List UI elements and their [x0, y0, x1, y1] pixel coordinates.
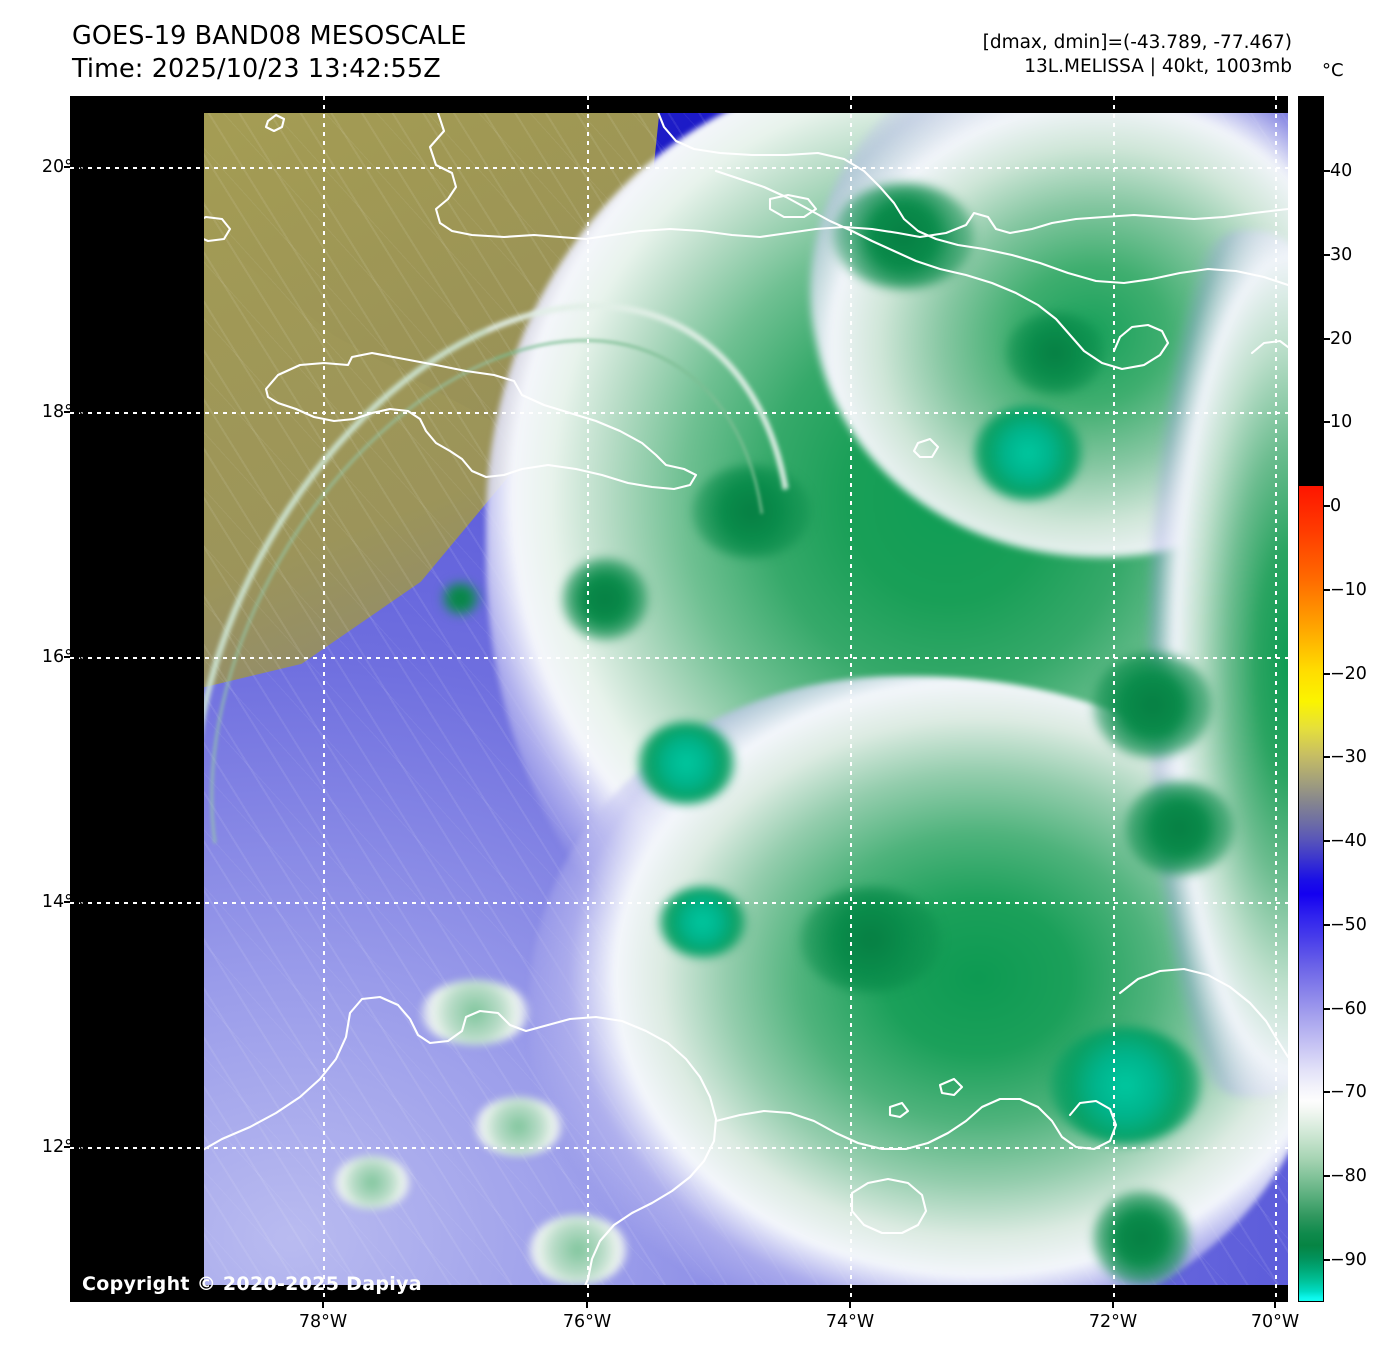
- y-tickmark: [64, 656, 70, 658]
- cold-core: [1092, 652, 1213, 758]
- metadata-block: [dmax, dmin]=(-43.789, -77.467) 13L.MELI…: [983, 31, 1292, 78]
- colorbar-tick-label: 40: [1330, 161, 1353, 181]
- coastline-curacao: [940, 1079, 962, 1095]
- x-tickmark: [1112, 1302, 1114, 1308]
- y-tick-label: 12°N: [41, 1137, 86, 1157]
- coastline-hispaniola-north: [656, 113, 1288, 285]
- x-tickmark: [1274, 1302, 1276, 1308]
- coastline-overlay: [204, 113, 1288, 1285]
- page-title: GOES-19 BAND08 MESOSCALE Time: 2025/10/2…: [72, 20, 467, 86]
- colorbar-tick-label: −90: [1330, 1250, 1367, 1270]
- colorbar-unit-label: °C: [1322, 60, 1344, 81]
- y-tick-label: 18°N: [41, 402, 86, 422]
- satellite-raster: [204, 113, 1288, 1285]
- storm-info-label: 13L.MELISSA | 40kt, 1003mb: [1024, 55, 1292, 77]
- y-tickmark: [64, 166, 70, 168]
- colorbar-tick-label: −70: [1330, 1082, 1367, 1102]
- coastline-jamaica: [266, 353, 696, 489]
- product-title: GOES-19 BAND08 MESOSCALE: [72, 21, 467, 51]
- timestamp-label: Time: 2025/10/23 13:42:55Z: [72, 54, 441, 85]
- colorbar-tickmark: [1324, 338, 1330, 340]
- colorbar-tickmark: [1324, 840, 1330, 842]
- y-tick-label: 16°N: [41, 647, 86, 667]
- y-tickmark: [64, 411, 70, 413]
- colorbar-tick-label: −60: [1330, 999, 1367, 1019]
- colorbar-tickmark: [1324, 924, 1330, 926]
- cold-core: [637, 722, 736, 805]
- colorbar-tick-label: −80: [1330, 1166, 1367, 1186]
- colorbar: [1298, 96, 1324, 1302]
- coastline-lake-maracaibo: [852, 1179, 926, 1233]
- coastline-aruba: [890, 1103, 908, 1117]
- coastline-colombia: [204, 997, 716, 1285]
- satellite-plot-area: Copyright © 2020-2025 Dapiya: [70, 96, 1288, 1302]
- x-tick-label: 74°W: [825, 1312, 875, 1332]
- x-tick-label: 78°W: [298, 1312, 348, 1332]
- cold-core: [800, 886, 942, 992]
- coastline-isla-juventud: [204, 217, 230, 241]
- coastline-venezuela-northeast: [1120, 969, 1288, 1057]
- colorbar-tickmark: [1324, 421, 1330, 423]
- x-tickmark: [322, 1302, 324, 1308]
- cold-core: [1125, 781, 1234, 875]
- y-tick-label: 20°N: [41, 157, 86, 177]
- colorbar-tickmark: [1324, 1175, 1330, 1177]
- dmax-dmin-label: [dmax, dmin]=(-43.789, -77.467): [982, 32, 1292, 53]
- convective-cell: [475, 1097, 562, 1157]
- coastline-cuba: [430, 113, 1288, 239]
- colorbar-tickmark: [1324, 1259, 1330, 1261]
- coastline-venezuela: [716, 1099, 1116, 1149]
- colorbar-tickmark: [1324, 1008, 1330, 1010]
- colorbar-tick-label: −10: [1330, 580, 1367, 600]
- cold-core: [691, 464, 812, 559]
- colorbar-tick-label: 20: [1330, 329, 1353, 349]
- coastline-hispaniola-south: [716, 171, 1168, 369]
- colorbar-tick-label: 0: [1330, 496, 1342, 516]
- cold-core: [973, 406, 1083, 500]
- coastline-puerto-rico-edge: [1252, 341, 1288, 353]
- copyright-label: Copyright © 2020-2025 Dapiya: [82, 1273, 422, 1295]
- cold-core: [442, 581, 480, 615]
- colorbar-tickmark: [1324, 756, 1330, 758]
- colorbar-tick-label: −20: [1330, 664, 1367, 684]
- cold-core: [561, 558, 649, 641]
- x-tick-label: 72°W: [1088, 1312, 1138, 1332]
- colorbar-tick-label: 10: [1330, 412, 1353, 432]
- colorbar-tickmark: [1324, 1091, 1330, 1093]
- coastline-ile-de-la-gonave: [770, 195, 816, 217]
- y-tickmark: [64, 901, 70, 903]
- x-tickmark: [586, 1302, 588, 1308]
- cold-core: [1092, 1191, 1191, 1285]
- cold-core: [1049, 1027, 1202, 1145]
- colorbar-tick-label: −30: [1330, 747, 1367, 767]
- colorbar-tickmark: [1324, 254, 1330, 256]
- colorbar-tick-label: −40: [1330, 831, 1367, 851]
- colorbar-tickmark: [1324, 589, 1330, 591]
- coastline-cay-northwest: [266, 115, 284, 131]
- colorbar-tick-label: −50: [1330, 915, 1367, 935]
- x-tick-label: 70°W: [1250, 1312, 1300, 1332]
- coastline-isla-beata: [914, 439, 938, 457]
- colorbar-tick-label: 30: [1330, 245, 1353, 265]
- colorbar-tickmark: [1324, 505, 1330, 507]
- convective-cell: [529, 1214, 627, 1285]
- y-tickmark: [64, 1146, 70, 1148]
- y-tick-label: 14°N: [41, 892, 86, 912]
- x-tick-label: 76°W: [562, 1312, 612, 1332]
- colorbar-gradient: [1298, 96, 1324, 1302]
- cold-core: [659, 886, 746, 957]
- colorbar-tickmark: [1324, 673, 1330, 675]
- convective-cell: [334, 1156, 410, 1209]
- colorbar-tickmark: [1324, 170, 1330, 172]
- x-tickmark: [849, 1302, 851, 1308]
